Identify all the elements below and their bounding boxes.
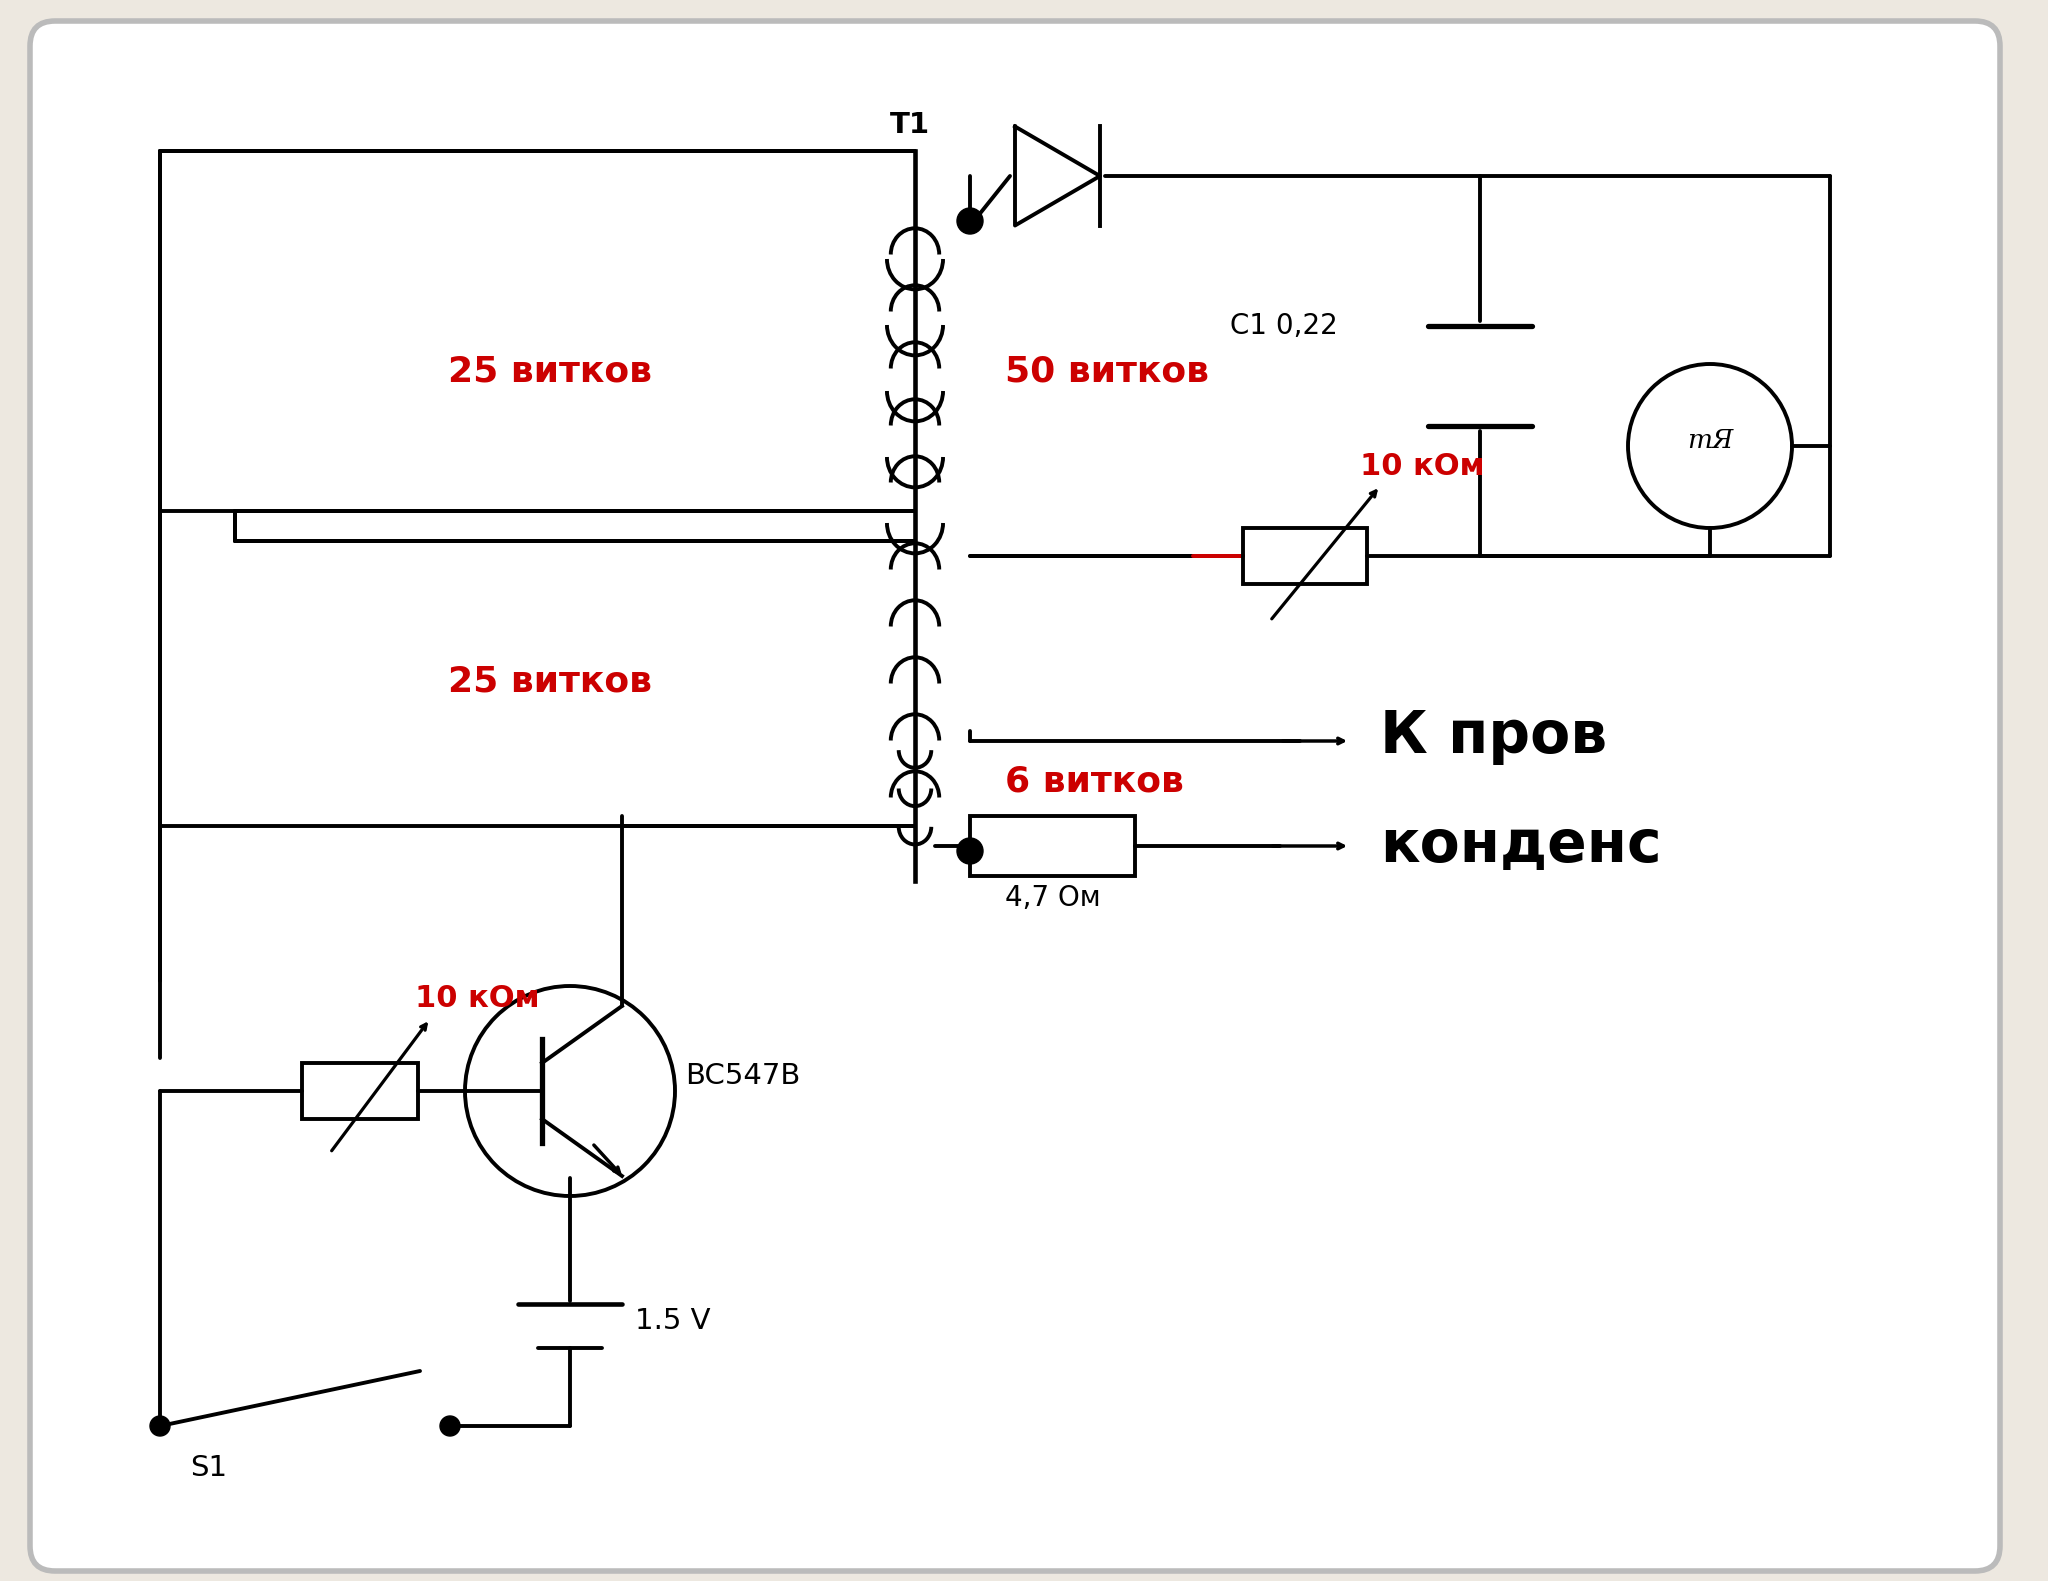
FancyBboxPatch shape — [31, 21, 2001, 1572]
Bar — [971, 816, 1135, 876]
Text: К пров: К пров — [1380, 708, 1608, 765]
Text: 25 витков: 25 витков — [449, 354, 651, 387]
Text: 1.5 V: 1.5 V — [635, 1307, 711, 1334]
Text: 50 витков: 50 витков — [1006, 354, 1208, 387]
Text: 10 кОм: 10 кОм — [416, 983, 539, 1013]
Bar — [301, 1062, 418, 1119]
Text: 10 кОм: 10 кОм — [1360, 452, 1485, 481]
Text: 4,7 Ом: 4,7 Ом — [1006, 884, 1100, 912]
Text: 6 витков: 6 витков — [1006, 764, 1184, 798]
Circle shape — [956, 209, 983, 234]
Text: mЯ: mЯ — [1688, 428, 1733, 454]
Text: конденс: конденс — [1380, 817, 1661, 874]
Text: T1: T1 — [891, 111, 930, 139]
Circle shape — [440, 1417, 461, 1436]
Text: S1: S1 — [190, 1455, 227, 1481]
Text: BC547B: BC547B — [684, 1062, 801, 1089]
Circle shape — [956, 838, 983, 863]
Bar — [1243, 528, 1366, 583]
Text: 25 витков: 25 витков — [449, 664, 651, 697]
Circle shape — [150, 1417, 170, 1436]
Text: С1 0,22: С1 0,22 — [1231, 311, 1337, 340]
